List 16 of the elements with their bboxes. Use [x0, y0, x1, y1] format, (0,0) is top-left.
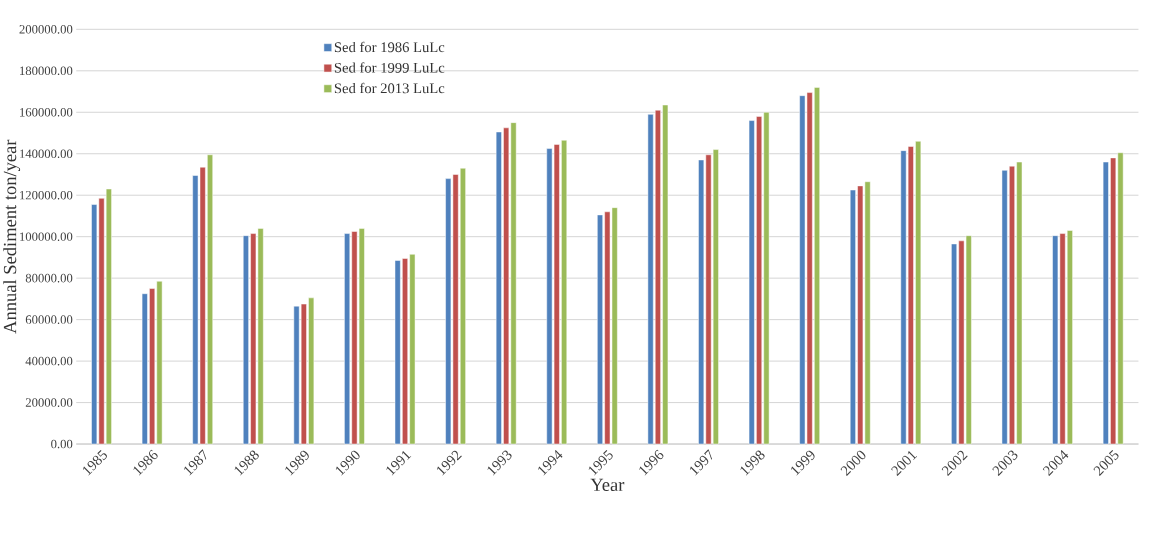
x-axis-title: Year	[590, 478, 625, 492]
legend-label: Sed for 2013 LuLc	[334, 82, 445, 94]
y-tick-label: 40000.00	[25, 356, 73, 366]
y-tick-label: 140000.00	[20, 149, 73, 159]
legend-label: Sed for 1986 LuLc	[334, 41, 445, 53]
y-tick-label: 160000.00	[20, 108, 73, 117]
y-tick-label: 60000.00	[25, 315, 73, 325]
y-tick-label: 200000.00	[19, 25, 73, 34]
y-tick-label: 120000.00	[20, 190, 73, 200]
y-tick-label: 180000.00	[20, 66, 73, 76]
y-axis-title: Annual Sediment ton/year	[3, 139, 21, 334]
legend-label: Sed for 1999 LuLc	[334, 62, 445, 73]
y-tick-label: 100000.00	[20, 232, 73, 242]
y-tick-label: 80000.00	[25, 273, 73, 283]
y-tick-label: 0.00	[51, 439, 73, 449]
y-tick-label: 20000.00	[25, 398, 73, 407]
